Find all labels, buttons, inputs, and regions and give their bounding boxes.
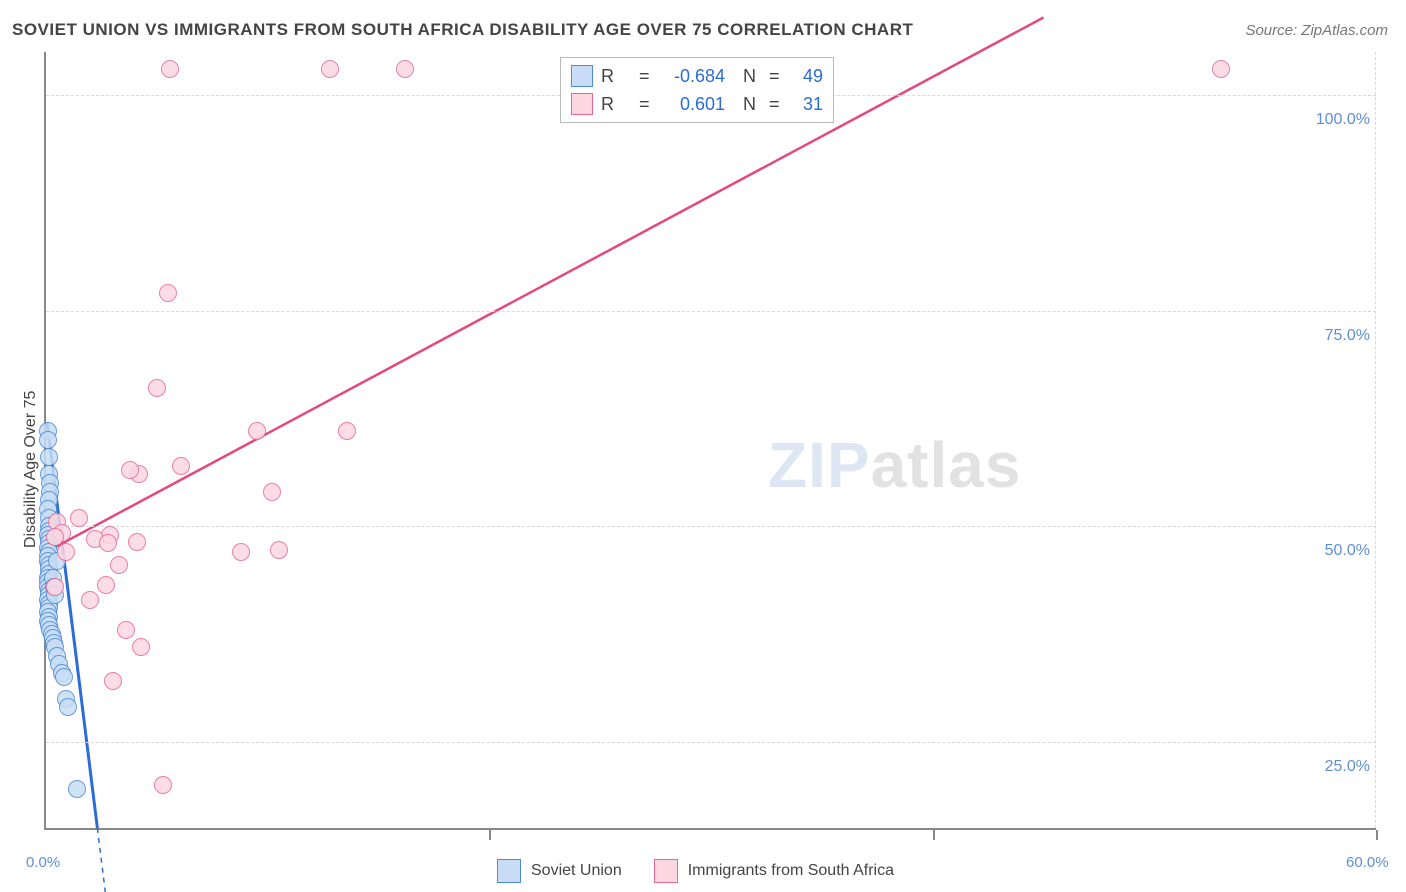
scatter-point <box>97 576 115 594</box>
x-tick <box>489 830 491 840</box>
scatter-point <box>263 483 281 501</box>
legend-stats-box: R=-0.684N=49R=0.601N=31 <box>560 57 834 123</box>
y-axis-label: Disability Age Over 75 <box>22 391 40 548</box>
legend-r-value: 0.601 <box>661 94 725 115</box>
y-tick-label: 100.0% <box>1316 111 1370 129</box>
source-label: Source: ZipAtlas.com <box>1245 22 1388 39</box>
x-tick-label: 60.0% <box>1346 854 1389 871</box>
scatter-point <box>172 457 190 475</box>
legend-swatch <box>571 93 593 115</box>
scatter-point <box>148 379 166 397</box>
legend-r-value: -0.684 <box>661 66 725 87</box>
x-tick <box>1376 830 1378 840</box>
x-tick-label: 0.0% <box>26 854 60 871</box>
gridline <box>46 311 1376 312</box>
legend-n-value: 49 <box>791 66 823 87</box>
plot-area: 25.0% 50.0% 75.0% 100.0% <box>44 52 1376 830</box>
x-tick <box>933 830 935 840</box>
legend-swatch <box>654 859 678 883</box>
scatter-point <box>321 60 339 78</box>
chart-title: SOVIET UNION VS IMMIGRANTS FROM SOUTH AF… <box>12 20 913 40</box>
scatter-point <box>70 509 88 527</box>
gridline <box>46 526 1376 527</box>
scatter-point <box>117 621 135 639</box>
plot-right-border <box>1375 52 1376 828</box>
scatter-point <box>57 543 75 561</box>
legend-n-value: 31 <box>791 94 823 115</box>
scatter-point <box>55 668 73 686</box>
scatter-point <box>1212 60 1230 78</box>
legend-stats-row: R=-0.684N=49 <box>571 62 823 90</box>
legend-series-label: Immigrants from South Africa <box>688 862 894 880</box>
gridline <box>46 742 1376 743</box>
y-tick-label: 50.0% <box>1325 542 1370 560</box>
scatter-point <box>46 578 64 596</box>
scatter-point <box>270 541 288 559</box>
trend-lines <box>46 52 1376 828</box>
scatter-point <box>248 422 266 440</box>
scatter-point <box>128 533 146 551</box>
y-tick-label: 25.0% <box>1325 758 1370 776</box>
legend-series: Soviet Union Immigrants from South Africa <box>497 859 916 883</box>
scatter-point <box>81 591 99 609</box>
y-tick-label: 75.0% <box>1325 327 1370 345</box>
legend-series-label: Soviet Union <box>531 862 622 880</box>
scatter-point <box>104 672 122 690</box>
legend-swatch <box>497 859 521 883</box>
legend-stats-row: R=0.601N=31 <box>571 90 823 118</box>
legend-swatch <box>571 65 593 87</box>
